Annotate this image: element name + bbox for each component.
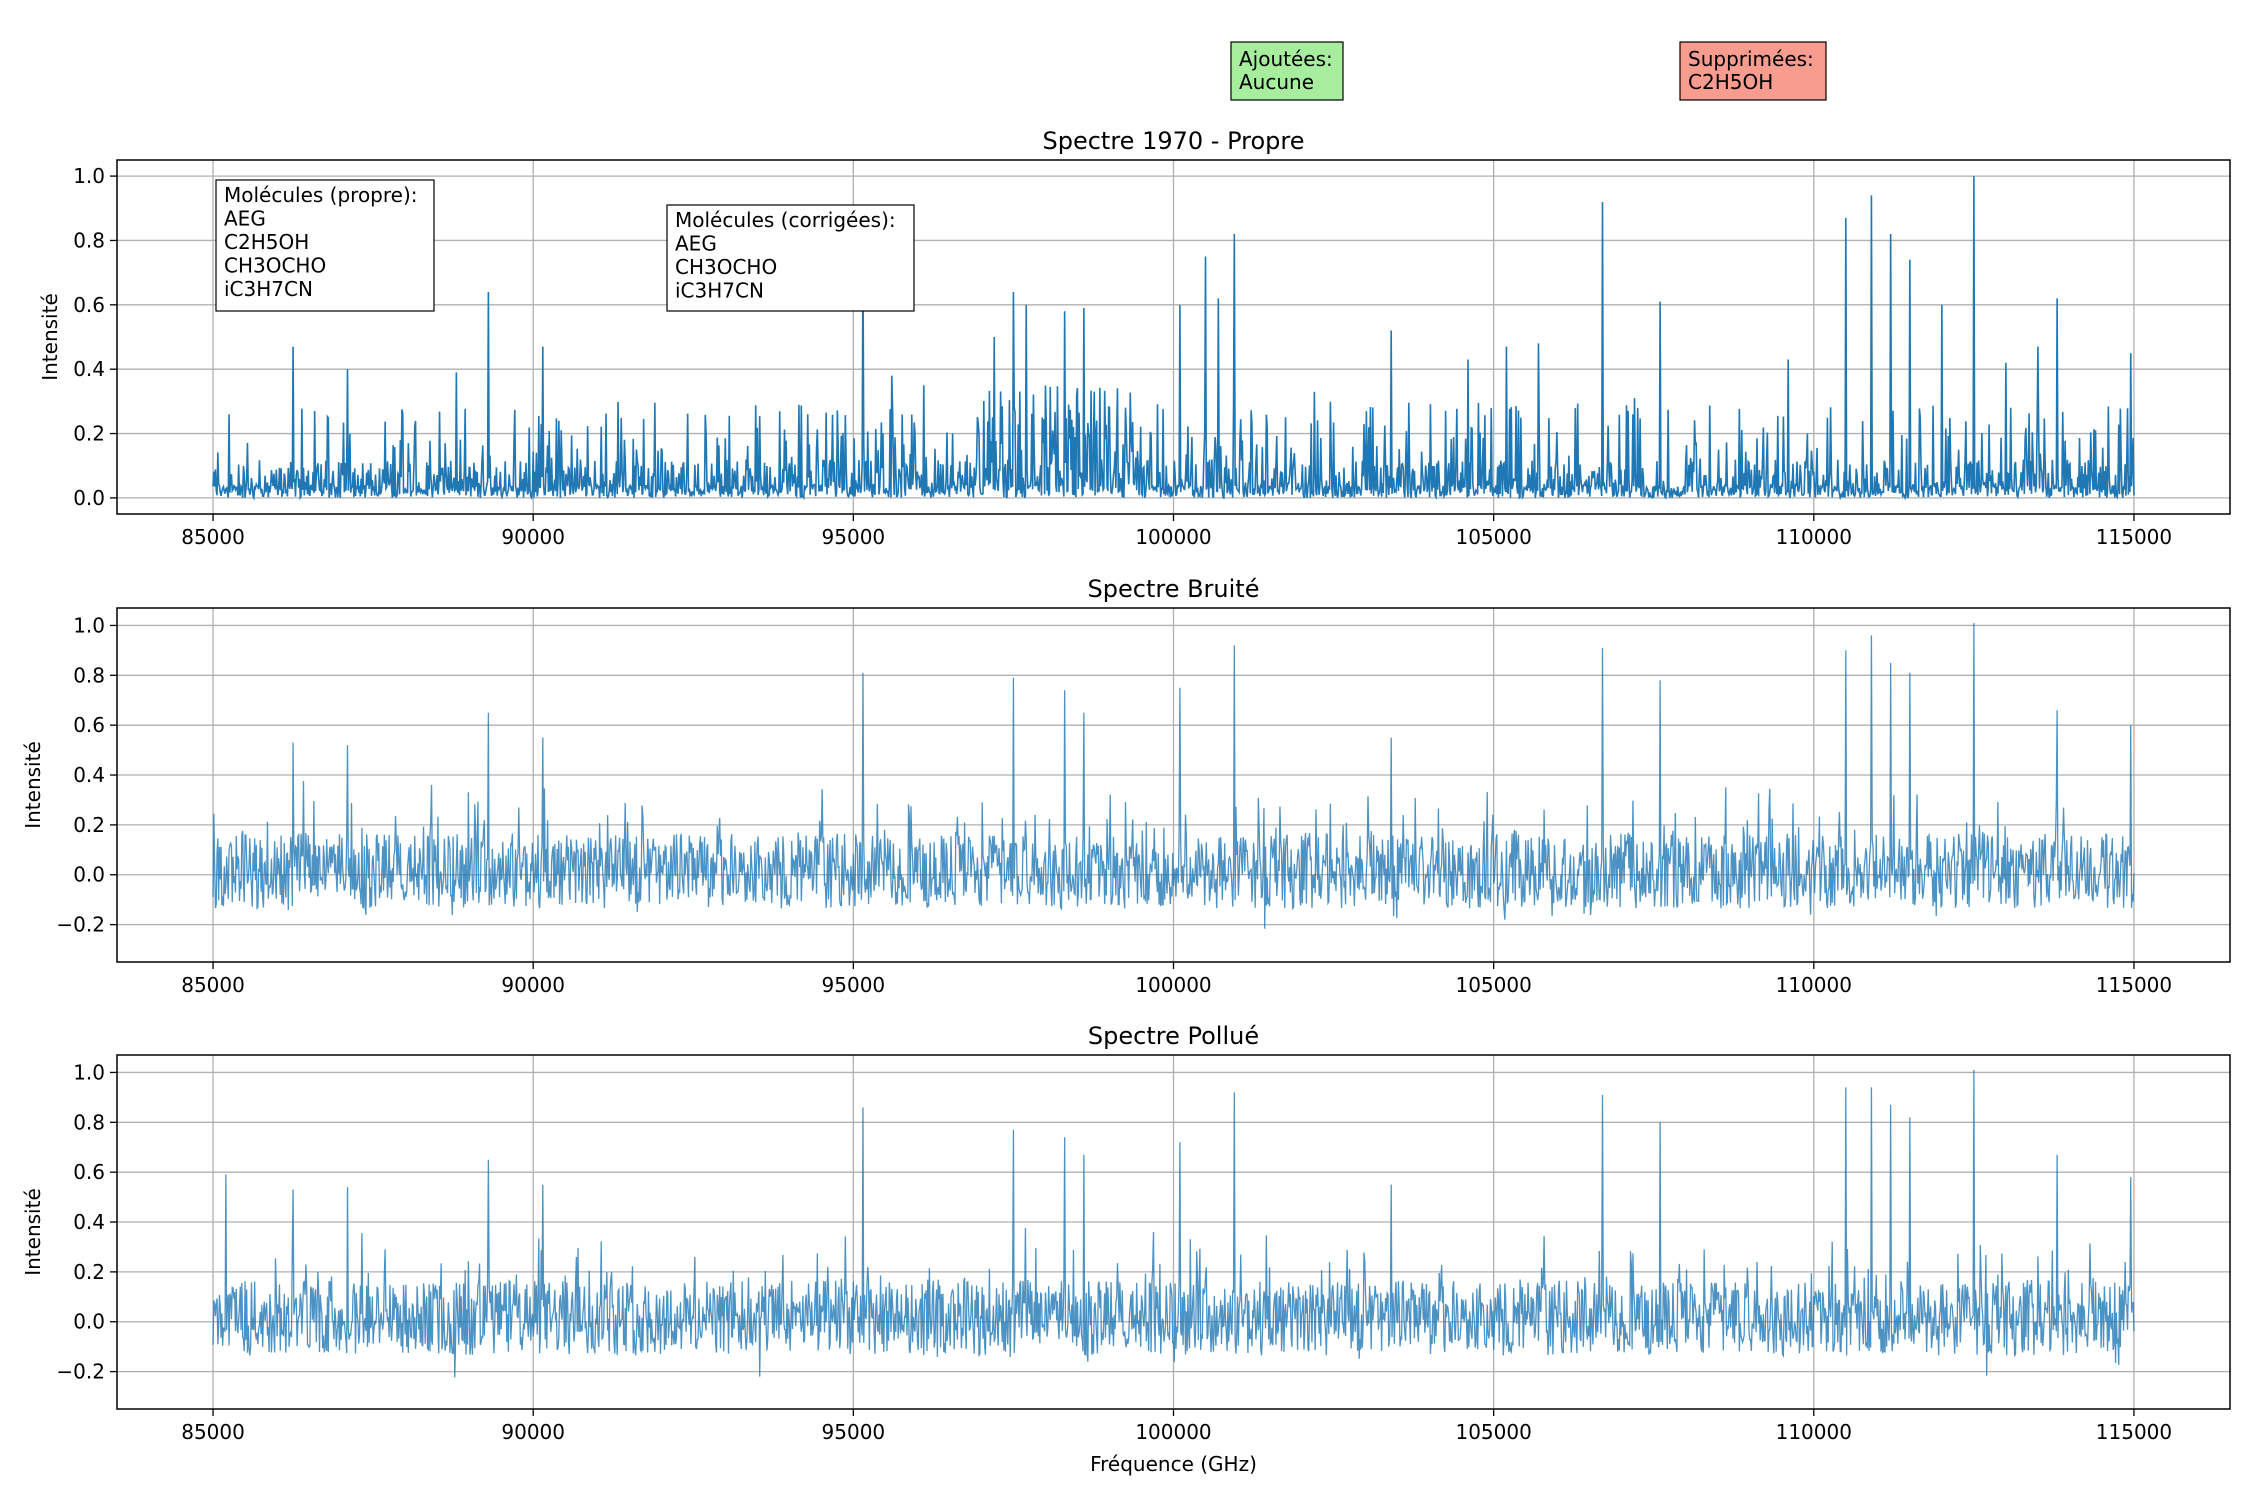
x-tick-label: 110000 [1776, 973, 1852, 997]
x-tick-label: 105000 [1455, 973, 1531, 997]
y-tick-label: 0.6 [73, 713, 105, 737]
x-tick-label: 95000 [822, 973, 886, 997]
spectrum-series-line [212, 1069, 2135, 1378]
y-tick-label: 0.2 [73, 422, 105, 446]
y-tick-label: 1.0 [73, 164, 105, 188]
y-axis-label: Intensité [21, 1188, 45, 1276]
x-tick-label: 100000 [1135, 525, 1211, 549]
y-tick-label: 0.8 [73, 228, 105, 252]
y-tick-label: 0.4 [73, 357, 105, 381]
y-tick-label: 0.8 [73, 1110, 105, 1134]
panel-title: Spectre 1970 - Propre [1043, 127, 1305, 155]
y-tick-label: 0.0 [73, 1310, 105, 1334]
x-tick-label: 85000 [181, 525, 245, 549]
y-tick-label: 0.4 [73, 1210, 105, 1234]
x-tick-label: 105000 [1455, 1420, 1531, 1444]
x-tick-label: 95000 [822, 1420, 886, 1444]
y-tick-label: −0.2 [56, 913, 105, 937]
molecules-clean-box: Molécules (propre):AEGC2H5OHCH3OCHOiC3H7… [215, 179, 435, 312]
removed-molecules-box: Supprimées:C2H5OH [1679, 41, 1827, 101]
panel-title: Spectre Bruité [1088, 575, 1260, 603]
x-tick-label: 95000 [822, 525, 886, 549]
x-tick-label: 110000 [1776, 1420, 1852, 1444]
x-tick-label: 85000 [181, 1420, 245, 1444]
x-axis-label: Fréquence (GHz) [1090, 1452, 1257, 1476]
y-tick-label: 0.6 [73, 1160, 105, 1184]
x-tick-label: 115000 [2096, 525, 2172, 549]
annotation-line: iC3H7CN [675, 279, 764, 303]
y-tick-label: 0.2 [73, 813, 105, 837]
x-tick-label: 105000 [1455, 525, 1531, 549]
annotation-line: CH3OCHO [675, 255, 777, 279]
spectrum-series-line [212, 622, 2135, 929]
x-tick-label: 85000 [181, 973, 245, 997]
x-tick-label: 115000 [2096, 1420, 2172, 1444]
panel-spectre-bruite: 85000 90000 95000 100000 105000 110000 115000 −… [21, 575, 2231, 997]
y-tick-label: 0.0 [73, 486, 105, 510]
legend-box-line: C2H5OH [1688, 70, 1773, 94]
panel-spectre-propre: 85000 90000 95000 100000 105000 110000 115000 0… [38, 127, 2231, 549]
y-tick-label: 0.2 [73, 1260, 105, 1284]
x-tick-label: 115000 [2096, 973, 2172, 997]
annotation-box-bg [215, 179, 435, 312]
annotation-line: Molécules (corrigées): [675, 208, 896, 232]
molecule-change-legend: Ajoutées:Aucune Supprimées:C2H5OH [1230, 41, 1827, 101]
x-tick-label: 90000 [501, 1420, 565, 1444]
y-tick-label: 1.0 [73, 613, 105, 637]
legend-box-bg [1230, 41, 1344, 101]
y-tick-label: 0.4 [73, 763, 105, 787]
x-tick-label: 110000 [1776, 525, 1852, 549]
x-tick-label: 100000 [1135, 973, 1211, 997]
annotation-line: Molécules (propre): [224, 183, 418, 207]
annotation-line: AEG [675, 232, 717, 256]
y-tick-label: 1.0 [73, 1060, 105, 1084]
x-tick-label: 100000 [1135, 1420, 1211, 1444]
y-axis-label: Intensité [38, 293, 62, 381]
legend-box-line: Aucune [1239, 70, 1314, 94]
y-axis-label: Intensité [21, 741, 45, 829]
legend-box-line: Supprimées: [1688, 47, 1814, 71]
y-tick-label: −0.2 [56, 1360, 105, 1384]
y-tick-label: 0.6 [73, 293, 105, 317]
annotation-line: AEG [224, 207, 266, 231]
spectrum-series-line [212, 176, 2135, 501]
annotation-line: iC3H7CN [224, 277, 313, 301]
y-tick-label: 0.8 [73, 663, 105, 687]
x-tick-label: 90000 [501, 973, 565, 997]
panel-spectre-pollue: 85000 90000 95000 100000 105000 110000 115000 −… [21, 1022, 2231, 1476]
panel-title: Spectre Pollué [1088, 1022, 1259, 1050]
annotation-line: CH3OCHO [224, 254, 326, 278]
annotation-line: C2H5OH [224, 230, 309, 254]
annotation-box-bg [666, 204, 915, 312]
y-tick-label: 0.0 [73, 863, 105, 887]
added-molecules-box: Ajoutées:Aucune [1230, 41, 1344, 101]
legend-box-bg [1679, 41, 1827, 101]
x-tick-label: 90000 [501, 525, 565, 549]
legend-box-line: Ajoutées: [1239, 47, 1333, 71]
